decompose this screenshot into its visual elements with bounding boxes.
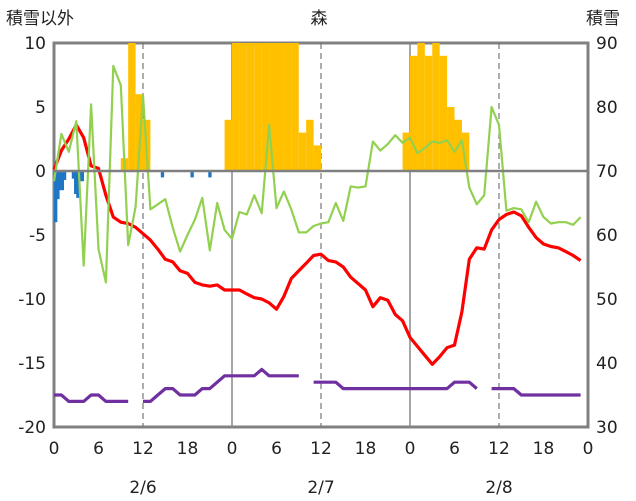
right-tick-label: 30: [596, 418, 618, 438]
bar-mark: [417, 43, 425, 171]
bar-mark: [246, 43, 255, 171]
bar-mark: [461, 132, 470, 171]
bar-mark: [447, 107, 455, 171]
x-tick-label: 6: [93, 439, 104, 459]
bar-mark: [306, 119, 314, 171]
date-label: 2/7: [307, 478, 334, 498]
date-label: 2/6: [129, 478, 156, 498]
bar-mark: [291, 43, 299, 171]
right-tick-label: 40: [596, 354, 618, 374]
bar-mark: [58, 171, 62, 191]
left-tick-label: -5: [29, 226, 46, 246]
left-tick-label: -20: [18, 418, 46, 438]
bar-mark: [60, 171, 65, 191]
plot-area: [52, 41, 590, 429]
bar-mark: [232, 43, 240, 171]
bar-mark: [313, 145, 321, 171]
right-tick-label: 50: [596, 290, 618, 310]
x-tick-label: 0: [49, 439, 60, 459]
chart-title: 森: [311, 9, 328, 29]
left-axis-title: 積雪以外: [6, 9, 74, 29]
bar-mark: [160, 171, 165, 178]
right-tick-label: 90: [596, 34, 618, 54]
x-tick-label: 18: [533, 439, 555, 459]
bar-mark: [298, 132, 307, 171]
bar-mark: [432, 43, 440, 171]
date-labels: 2/6 2/7 2/8: [129, 478, 512, 498]
bar-mark: [56, 171, 60, 200]
x-tick-label: 12: [488, 439, 510, 459]
left-tick-label: -15: [18, 354, 46, 374]
bar-mark: [276, 43, 284, 171]
bar-mark: [80, 171, 85, 182]
series-line-2: [52, 123, 582, 366]
bar-mark: [62, 171, 67, 180]
bar-series: [54, 43, 470, 223]
line-series: [52, 64, 582, 403]
date-label: 2/8: [485, 478, 512, 498]
bar-mark: [261, 43, 270, 171]
x-tick-label: 6: [449, 439, 460, 459]
bar-mark: [135, 94, 143, 171]
right-tick-label: 80: [596, 98, 618, 118]
x-axis: 0 6 12 18 0 6 12 18 0 6 12 18 0: [49, 439, 594, 459]
bar-mark: [190, 171, 194, 178]
bar-mark: [54, 171, 58, 223]
left-tick-label: 0: [35, 162, 46, 182]
bar-mark: [424, 55, 433, 171]
bar-mark: [439, 55, 448, 171]
bar-mark: [283, 43, 292, 171]
right-tick-label: 70: [596, 162, 618, 182]
bar-mark: [224, 119, 232, 171]
bar-mark: [74, 171, 78, 195]
left-y-axis: 10 5 0 -5 -10 -15 -20: [18, 34, 46, 438]
bar-mark: [410, 55, 418, 171]
x-tick-label: 12: [310, 439, 332, 459]
x-tick-label: 18: [355, 439, 377, 459]
x-tick-label: 18: [177, 439, 199, 459]
right-y-axis: 90 80 70 60 50 40 30: [596, 34, 618, 438]
bar-mark: [128, 43, 136, 171]
left-tick-label: 5: [35, 98, 46, 118]
bar-mark: [76, 171, 80, 198]
bar-mark: [208, 171, 212, 178]
series-line-3: [52, 64, 582, 284]
x-tick-label: 0: [405, 439, 416, 459]
bar-mark: [269, 43, 277, 171]
left-tick-label: 10: [24, 34, 46, 54]
left-tick-label: -10: [18, 290, 46, 310]
bar-mark: [254, 43, 262, 171]
x-tick-label: 12: [132, 439, 154, 459]
x-tick-label: 6: [271, 439, 282, 459]
x-tick-label: 0: [227, 439, 238, 459]
right-tick-label: 60: [596, 226, 618, 246]
bar-mark: [239, 43, 247, 171]
right-axis-title: 積雪: [586, 9, 620, 29]
bar-mark: [402, 132, 410, 171]
x-tick-label: 0: [583, 439, 594, 459]
series-line-4: [54, 367, 581, 403]
bar-mark: [71, 171, 76, 179]
